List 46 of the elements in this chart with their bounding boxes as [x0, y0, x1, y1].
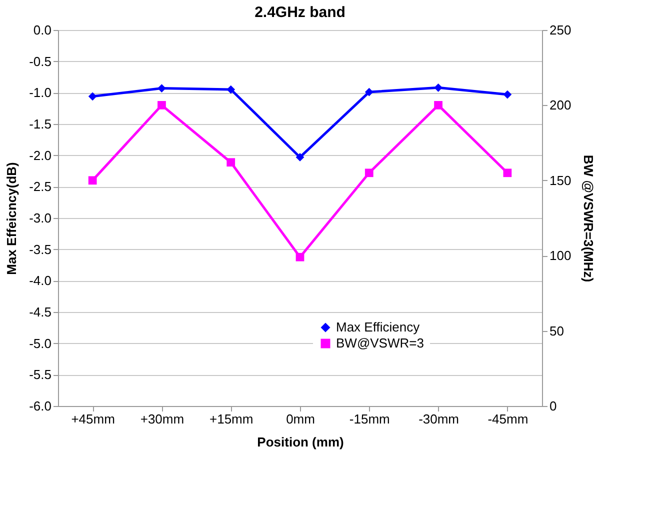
y2-tick-label: 250: [550, 22, 572, 38]
y-tick-label: 0.0: [33, 22, 52, 38]
y-tick-label: -3.5: [29, 242, 52, 257]
x-axis-title: Position (mm): [257, 434, 344, 450]
y-tick-label: -6.0: [29, 398, 52, 414]
point: [158, 84, 166, 92]
y-tick-label: -3.0: [29, 210, 52, 226]
point: [364, 88, 374, 96]
y-tick-label: -2.5: [29, 179, 52, 194]
point: [296, 252, 304, 262]
point: [434, 101, 442, 110]
point: [296, 153, 304, 162]
point: [226, 85, 236, 94]
point: [364, 168, 374, 178]
y-tick-label: -4.0: [29, 273, 52, 288]
x-tick-label: -15mm: [349, 412, 390, 426]
point: [158, 101, 166, 110]
x-tick-label: -30mm: [418, 412, 460, 426]
y2-tick-label: 0: [550, 398, 557, 414]
y-tick-label: -1.0: [29, 85, 52, 100]
chart-title: 2.4GHz band: [254, 4, 346, 21]
legend-label: Max Efficiency: [336, 320, 420, 334]
y-axis-title: Max Effeicncy(dB): [4, 162, 20, 275]
y-tick-label: -2.0: [29, 148, 52, 163]
point: [503, 90, 512, 99]
legend-label: BW@VSWR=3: [336, 336, 424, 350]
x-tick-label: +45mm: [71, 412, 115, 426]
point: [88, 92, 97, 101]
point: [503, 168, 512, 178]
point: [434, 83, 442, 92]
x-tick-label: +15mm: [210, 412, 254, 426]
y-tick-label: -5.5: [29, 367, 52, 382]
y-tick-label: -5.0: [29, 336, 52, 351]
y2-tick-label: 50: [550, 323, 564, 338]
x-tick-label: +30mm: [140, 412, 184, 426]
y2-tick-label: 150: [550, 172, 572, 188]
y-tick-label: -1.5: [29, 116, 52, 132]
x-tick-label: -45mm: [488, 412, 528, 426]
point: [226, 158, 236, 167]
y-tick-label: -4.5: [29, 304, 52, 320]
point: [88, 176, 97, 185]
y2-axis-title: BW @VSWR=3(MHz): [581, 154, 596, 282]
y2-tick-label: 100: [550, 248, 572, 264]
y2-tick-label: 200: [550, 98, 572, 113]
y-tick-label: -0.5: [29, 54, 52, 69]
x-tick-label: 0mm: [286, 412, 315, 426]
